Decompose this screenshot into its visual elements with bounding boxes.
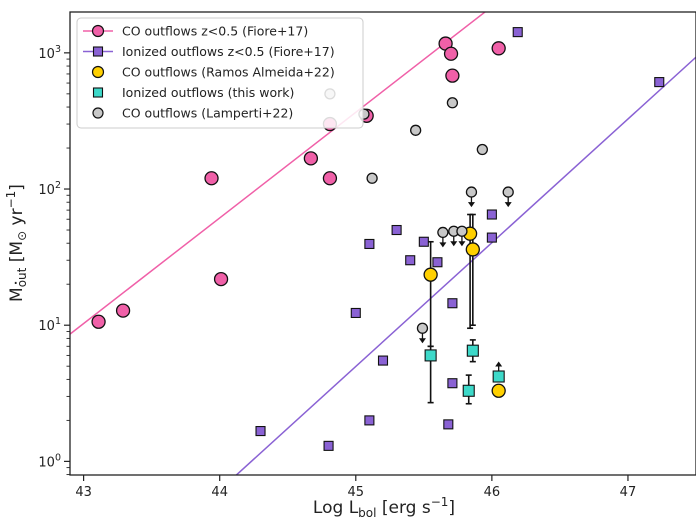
legend-marker-co-outflows-lamperti-22 — [92, 107, 104, 119]
point-co-outflows-lamperti-22-6-upper-limit-arrow-head — [418, 338, 426, 344]
point-co-outflows-ramos-almeida-22-2 — [465, 242, 480, 257]
legend-label-co-outflows-lamperti-22: CO outflows (Lamperti+22) — [122, 106, 293, 121]
legend-entry-co-outflows-ramos-almeida-22: CO outflows (Ramos Almeida+22) — [91, 65, 335, 80]
legend-marker-ionized-outflows-z-0-5-fiore-17 — [92, 46, 104, 57]
data-points — [91, 27, 665, 451]
point-ionized-outflows-z-0-5-fiore-17-16 — [654, 77, 665, 88]
point-ionized-outflows-z-0-5-fiore-17-7 — [405, 255, 416, 266]
point-co-outflows-lamperti-22-4 — [446, 97, 459, 109]
point-co-outflows-lamperti-22-5 — [476, 143, 488, 156]
point-co-outflows-lamperti-22-9 — [456, 225, 468, 237]
y-axis-label-exp: −1 — [4, 191, 18, 209]
legend-entry-co-outflows-lamperti-22: CO outflows (Lamperti+22) — [92, 106, 293, 121]
point-co-outflows-z-0-5-fiore-17-1 — [115, 303, 131, 318]
x-tick-label-43: 43 — [75, 485, 92, 500]
fit-lines — [70, 12, 696, 475]
point-ionized-outflows-this-work-3 — [492, 370, 505, 383]
point-co-outflows-z-0-5-fiore-17-11 — [491, 41, 506, 56]
point-ionized-outflows-z-0-5-fiore-17-0 — [255, 426, 266, 437]
legend-label-co-outflows-ramos-almeida-22: CO outflows (Ramos Almeida+22) — [122, 65, 335, 80]
x-tick-label-46: 46 — [484, 485, 501, 500]
y-axis-label-yr: yr — [7, 208, 27, 225]
point-co-outflows-z-0-5-fiore-17-0 — [91, 314, 106, 329]
point-ionized-outflows-z-0-5-fiore-17-5 — [377, 355, 389, 366]
point-ionized-outflows-z-0-5-fiore-17-12 — [447, 378, 458, 389]
point-co-outflows-ramos-almeida-22-0 — [423, 267, 438, 282]
x-tick-label-47: 47 — [620, 485, 637, 500]
point-ionized-outflows-z-0-5-fiore-17-8 — [418, 236, 429, 247]
point-ionized-outflows-this-work-0 — [424, 349, 437, 362]
point-ionized-outflows-z-0-5-fiore-17-9 — [432, 257, 443, 268]
y-tick-label-10: 101 — [38, 316, 61, 334]
point-ionized-outflows-z-0-5-fiore-17-1 — [323, 440, 334, 451]
point-ionized-outflows-z-0-5-fiore-17-3 — [364, 238, 375, 250]
x-axis-label-exp: −1 — [431, 495, 449, 509]
point-co-outflows-lamperti-22-10-upper-limit-arrow-head — [467, 202, 475, 208]
point-ionized-outflows-z-0-5-fiore-17-6 — [391, 224, 402, 236]
fit-line-ionized-outflows-z-0-5-fiore-17 — [235, 56, 696, 475]
point-co-outflows-lamperti-22-7 — [437, 226, 449, 239]
legend-marker-ionized-outflows-this-work — [92, 87, 104, 98]
point-co-outflows-lamperti-22-3 — [410, 124, 422, 136]
point-ionized-outflows-z-0-5-fiore-17-13 — [486, 209, 497, 220]
y-tick-label-1000: 103 — [38, 44, 61, 62]
point-ionized-outflows-z-0-5-fiore-17-2 — [350, 307, 361, 319]
point-ionized-outflows-z-0-5-fiore-17-14 — [486, 232, 497, 243]
y-axis-label-dot: · — [13, 274, 18, 294]
point-co-outflows-lamperti-22-8-upper-limit-arrow-head — [450, 241, 458, 247]
point-ionized-outflows-z-0-5-fiore-17-11 — [447, 298, 458, 309]
point-ionized-outflows-z-0-5-fiore-17-4 — [364, 415, 375, 426]
point-co-outflows-z-0-5-fiore-17-10 — [445, 68, 460, 83]
point-co-outflows-z-0-5-fiore-17-2 — [204, 171, 219, 186]
point-co-outflows-lamperti-22-9-upper-limit-arrow-head — [458, 241, 466, 247]
legend-label-co-outflows-z-0-5-fiore-17: CO outflows z<0.5 (Fiore+17) — [122, 24, 308, 39]
y-tick-label-100: 102 — [38, 180, 61, 198]
point-co-outflows-ramos-almeida-22-3 — [491, 383, 506, 398]
point-ionized-outflows-z-0-5-fiore-17-15 — [512, 27, 523, 38]
point-ionized-outflows-z-0-5-fiore-17-10 — [443, 419, 454, 430]
legend-entry-co-outflows-z-0-5-fiore-17: CO outflows z<0.5 (Fiore+17) — [83, 24, 308, 39]
legend-marker-co-outflows-ramos-almeida-22 — [91, 65, 105, 79]
point-ionized-outflows-this-work-1 — [462, 384, 475, 397]
x-axis-label-main: Log L — [313, 498, 359, 518]
legend-entry-ionized-outflows-this-work: Ionized outflows (this work) — [92, 85, 294, 100]
point-co-outflows-z-0-5-fiore-17-9 — [443, 46, 459, 61]
point-co-outflows-lamperti-22-2 — [366, 172, 378, 184]
x-axis-label-unit: [erg s — [382, 498, 431, 518]
legend-box — [76, 17, 364, 129]
legend-marker-co-outflows-z-0-5-fiore-17 — [91, 24, 105, 38]
point-co-outflows-lamperti-22-6 — [416, 322, 429, 334]
legend: CO outflows z<0.5 (Fiore+17) Ionized outf… — [76, 17, 364, 129]
y-tick-label-1: 100 — [38, 452, 61, 470]
legend-label-ionized-outflows-z-0-5-fiore-17: Ionized outflows z<0.5 (Fiore+17) — [122, 44, 335, 59]
point-co-outflows-lamperti-22-11-upper-limit-arrow-head — [504, 202, 512, 208]
y-axis-label: Mout [M⊙ yr−1] — [4, 184, 29, 302]
legend-label-ionized-outflows-this-work: Ionized outflows (this work) — [122, 85, 294, 100]
fit-line-co-outflows-z-0-5-fiore-17 — [70, 12, 487, 335]
point-ionized-outflows-this-work-2 — [466, 344, 479, 357]
y-axis-label-sun: ⊙ — [15, 231, 29, 241]
point-co-outflows-z-0-5-fiore-17-3 — [213, 271, 229, 287]
point-co-outflows-lamperti-22-11 — [502, 186, 514, 198]
y-axis-label-unit: [M — [7, 241, 27, 262]
point-co-outflows-z-0-5-fiore-17-4 — [303, 151, 319, 166]
x-tick-label-45: 45 — [348, 485, 365, 500]
legend-entry-ionized-outflows-z-0-5-fiore-17: Ionized outflows z<0.5 (Fiore+17) — [83, 44, 335, 59]
point-co-outflows-lamperti-22-7-upper-limit-arrow-head — [439, 242, 447, 248]
y-axis-label-main: M — [7, 287, 27, 302]
y-axis-label-close: ] — [7, 184, 27, 191]
point-ionized-outflows-this-work-3-lower-limit-arrow-head — [495, 361, 503, 367]
x-axis-ticks: 43 44 45 46 47 — [75, 475, 636, 500]
x-axis-label-close: ] — [448, 498, 455, 518]
point-co-outflows-lamperti-22-10 — [465, 186, 478, 198]
point-co-outflows-z-0-5-fiore-17-5 — [322, 171, 338, 186]
y-axis-label-sub: out — [15, 267, 29, 287]
x-axis-label-sub: bol — [358, 506, 376, 520]
x-tick-label-44: 44 — [211, 485, 228, 500]
y-axis-ticks: 100 101 102 103 — [38, 44, 70, 476]
x-axis-label: Log Lbol [erg s−1] — [313, 495, 455, 520]
